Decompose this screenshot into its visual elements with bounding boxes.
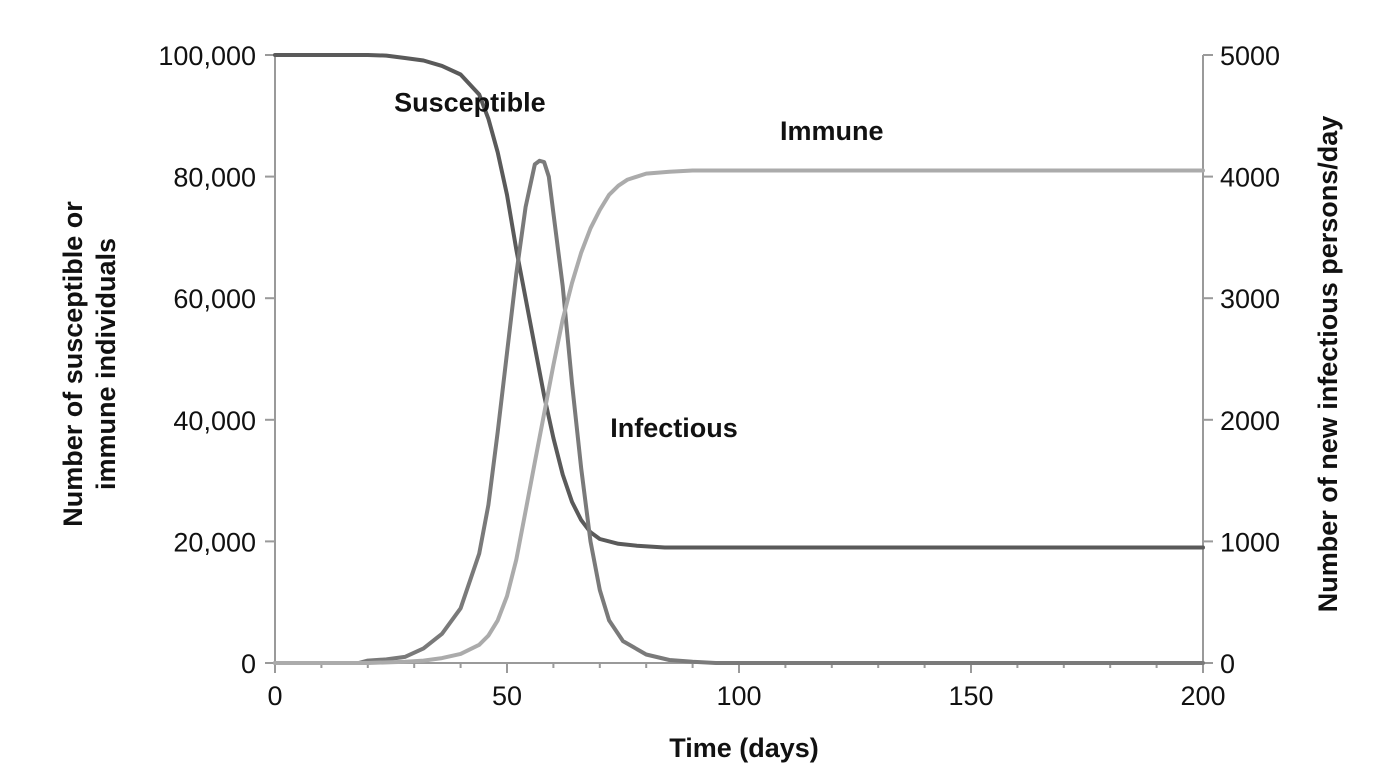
series-label-immune: Immune [780,116,884,146]
series-label-susceptible: Susceptible [394,88,546,118]
series-line-susceptible [273,53,1205,550]
series-line-infectious [273,158,1205,665]
ticks: 0 50 100 150 200020,00040,00060,00080,000100… [158,41,1280,711]
y-axis-left-title-line: Number of susceptible or [58,201,88,527]
y-right-tick-label: 1000 [1220,527,1280,557]
y-right-tick-label: 2000 [1220,406,1280,436]
x-tick-label: 50 [492,681,522,711]
y-right-tick-label: 3000 [1220,284,1280,314]
series-label-infectious: Infectious [610,413,738,443]
y-left-tick-label: 60,000 [173,284,256,314]
y-right-tick-label: 0 [1220,649,1235,679]
y-left-tick-label: 0 [241,649,256,679]
y-right-tick-label: 4000 [1220,163,1280,193]
axis-titles: Time (days) Number of susceptible or immun… [58,116,1343,763]
x-axis-title: Time (days) [669,733,819,763]
series-lines [273,53,1205,665]
y-axis-left-title: Number of susceptible or immune individua… [58,201,121,527]
y-left-tick-label: 100,000 [158,41,256,71]
x-tick-label: 100 [716,681,761,711]
y-left-tick-label: 40,000 [173,406,256,436]
axes [274,55,1204,664]
x-tick-label: 200 [1180,681,1225,711]
x-tick-label: 150 [948,681,993,711]
series-line-immune [273,168,1205,665]
y-axis-left-title-line: immune individuals [91,238,121,490]
x-tick-label: 0 [267,681,282,711]
y-right-tick-label: 5000 [1220,41,1280,71]
y-left-tick-label: 80,000 [173,163,256,193]
y-left-tick-label: 20,000 [173,527,256,557]
series-annotations: Susceptible Immune Infectious [394,88,883,443]
y-axis-right-title: Number of new infectious persons/day [1313,116,1343,613]
